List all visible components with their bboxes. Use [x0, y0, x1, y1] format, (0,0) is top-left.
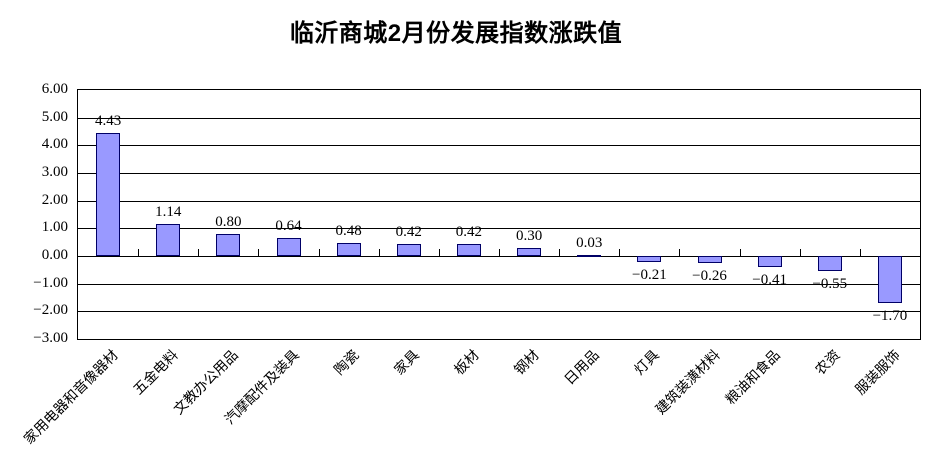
- bar-8: [517, 247, 542, 256]
- bar-14: [877, 256, 902, 304]
- bar-value-label: 4.43: [94, 113, 122, 130]
- plot-area: 4.43 1.14 0.80 0.64 0.48 0.42 0.42 0.30 0.03 −0.2…: [77, 89, 921, 340]
- y-axis-tick-label: 3.00: [41, 164, 68, 180]
- category-axis-tick: [438, 249, 440, 256]
- category-axis-tick: [679, 249, 681, 256]
- x-axis-category-label: 建筑装潢材料: [653, 348, 724, 419]
- bar-value-label: 1.14: [155, 204, 182, 221]
- y-axis-tick-label: 0.00: [41, 247, 68, 263]
- gridline: [78, 145, 920, 147]
- bar-5: [336, 242, 361, 256]
- x-axis-category-label: 五金电料: [131, 348, 182, 399]
- bar-value-label: 0.80: [215, 213, 242, 230]
- bar-11: [697, 256, 722, 264]
- x-axis-category-label: 家具: [391, 348, 423, 379]
- category-axis-tick: [739, 249, 741, 256]
- x-axis-category-label: 板材: [452, 348, 483, 379]
- bar-10: [637, 256, 662, 262]
- category-axis-tick: [499, 249, 500, 256]
- gridline: [78, 173, 920, 174]
- gridline: [78, 117, 920, 119]
- gridline: [78, 228, 920, 230]
- x-axis-category-label: 家用电器和音像器材: [21, 348, 122, 448]
- category-axis-tick: [799, 249, 801, 256]
- bar-value-label: 0.30: [515, 227, 543, 244]
- bar-value-label: 0.64: [275, 218, 302, 235]
- category-axis-tick: [619, 249, 621, 256]
- category-axis-tick: [258, 249, 260, 256]
- category-axis-tick: [198, 249, 200, 256]
- category-axis-tick: [559, 249, 561, 256]
- bar-value-label: −0.26: [692, 268, 727, 285]
- y-axis-tick-label: −2.00: [33, 302, 68, 319]
- x-axis-category-label: 农资: [812, 348, 844, 379]
- bar-value-label: −0.21: [631, 266, 667, 283]
- y-axis-tick-label: −1.00: [33, 274, 68, 291]
- x-axis-category-label: 钢材: [512, 348, 543, 379]
- y-axis-tick-label: 1.00: [41, 219, 68, 236]
- category-axis-tick: [138, 249, 140, 256]
- y-axis-tick-label: −3.00: [33, 330, 68, 346]
- y-axis-tick-label: 4.00: [41, 136, 68, 153]
- x-axis-category-label: 陶瓷: [331, 348, 363, 379]
- category-axis-tick: [859, 249, 861, 256]
- bar-value-label: 0.42: [395, 224, 422, 241]
- gridline: [78, 256, 920, 257]
- x-axis-category-label: 粮油和食品: [723, 348, 784, 409]
- x-axis-category-label: 灯具: [632, 348, 663, 379]
- y-axis-tick-label: 6.00: [41, 81, 68, 97]
- bar-12: [757, 256, 782, 268]
- category-axis-tick: [378, 249, 380, 256]
- x-axis-category-label: 日用品: [562, 348, 603, 389]
- bar-9: [577, 255, 602, 257]
- y-axis-tick-label: 2.00: [41, 191, 68, 208]
- bar-value-label: 0.42: [455, 224, 483, 241]
- bar-2: [156, 224, 181, 256]
- bar-value-label: −0.41: [752, 272, 787, 289]
- category-axis-tick: [318, 249, 320, 256]
- gridline: [78, 311, 920, 313]
- bar-value-label: 0.03: [576, 235, 603, 251]
- bar-value-label: −1.70: [872, 308, 908, 325]
- gridline: [78, 200, 920, 202]
- bar-3: [216, 233, 241, 256]
- bar-value-label: 0.48: [335, 222, 362, 239]
- gridline: [78, 283, 920, 285]
- bar-1: [96, 133, 121, 256]
- bar-13: [817, 256, 842, 272]
- chart-title: 临沂商城2月份发展指数涨跌值: [289, 20, 623, 47]
- y-axis-tick-label: 5.00: [41, 108, 68, 125]
- x-axis-category-label: 服装服饰: [853, 348, 904, 399]
- bar-4: [276, 238, 301, 256]
- bar-value-label: −0.55: [812, 276, 848, 293]
- bar-6: [396, 244, 421, 256]
- bar-7: [456, 244, 481, 256]
